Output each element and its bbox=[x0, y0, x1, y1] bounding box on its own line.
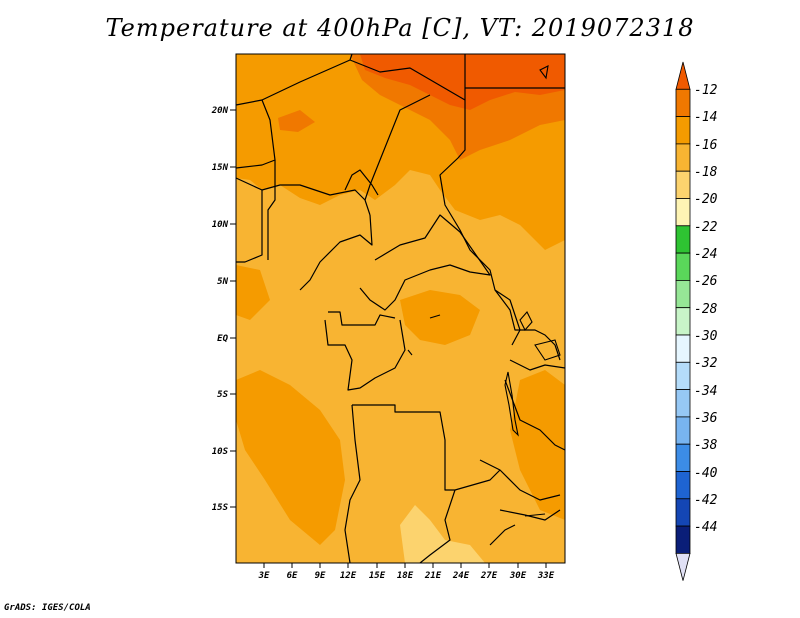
lon-label-9e: 9E bbox=[315, 571, 326, 581]
lon-label-3e: 3E bbox=[258, 571, 270, 581]
lon-label-33e: 33E bbox=[537, 571, 555, 581]
contour-fill--12-north bbox=[360, 54, 565, 110]
colorbar-label-minus44: -44 bbox=[694, 520, 717, 535]
lon-label-27e: 27E bbox=[480, 571, 498, 581]
colorbar-swatch bbox=[675, 225, 691, 254]
colorbar-label-minus24: -24 bbox=[694, 247, 717, 262]
map-panel: 20N 15N 10N 5N EQ 5S 10S 15S 3E 6E 9E bbox=[211, 53, 566, 581]
colorbar-swatch bbox=[675, 170, 691, 199]
colorbar-swatch bbox=[675, 143, 691, 172]
colorbar-label-minus40: -40 bbox=[694, 466, 718, 481]
lat-label-5n: 5N bbox=[217, 277, 228, 287]
colorbar-swatch bbox=[675, 525, 691, 554]
colorbar-swatch bbox=[675, 198, 691, 227]
longitude-labels: 3E 6E 9E 12E 15E 18E 21E 24E 27E 30E 33E bbox=[258, 571, 555, 581]
latitude-axis bbox=[230, 109, 236, 508]
contour-fill--14-northwest bbox=[278, 110, 315, 132]
lon-label-30e: 30E bbox=[509, 571, 527, 581]
colorbar-label-minus34: -34 bbox=[694, 384, 717, 399]
lat-label-20n: 20N bbox=[211, 106, 229, 116]
grads-credit: GrADS: IGES/COLA bbox=[4, 603, 91, 613]
lat-label-10n: 10N bbox=[212, 220, 229, 230]
contour-fill--18-south bbox=[400, 505, 485, 563]
colorbar-swatch bbox=[675, 471, 691, 500]
colorbar-label-minus16: -16 bbox=[694, 138, 718, 153]
lon-label-6e: 6E bbox=[287, 571, 298, 581]
lon-label-21e: 21E bbox=[424, 571, 442, 581]
colorbar-label-minus28: -28 bbox=[694, 302, 718, 317]
colorbar-swatch-top-arrow bbox=[675, 61, 691, 90]
colorbar-swatch bbox=[675, 389, 691, 418]
lon-label-12e: 12E bbox=[340, 571, 357, 581]
colorbar-swatch bbox=[675, 443, 691, 472]
colorbar-swatch bbox=[675, 116, 691, 145]
colorbar-label-minus14: -14 bbox=[694, 110, 717, 125]
colorbar-label-minus36: -36 bbox=[694, 411, 718, 426]
colorbar-label-minus26: -26 bbox=[694, 274, 718, 289]
lat-label-10s: 10S bbox=[212, 447, 229, 457]
colorbar-swatch bbox=[675, 279, 691, 309]
lat-label-eq: EQ bbox=[217, 334, 228, 344]
colorbar-label-minus30: -30 bbox=[694, 329, 718, 344]
latitude-labels: 20N 15N 10N 5N EQ 5S 10S 15S bbox=[211, 106, 229, 513]
contour-fill--16-southwest bbox=[236, 370, 345, 545]
colorbar: -12 -14 -16 -18 -20 -22 -24 -26 -28 -30 … bbox=[675, 61, 718, 581]
colorbar-swatch bbox=[675, 307, 691, 336]
colorbar-label-minus32: -32 bbox=[694, 356, 718, 371]
lon-label-18e: 18E bbox=[397, 571, 414, 581]
colorbar-label-minus18: -18 bbox=[694, 165, 718, 180]
lon-label-15e: 15E bbox=[369, 571, 386, 581]
colorbar-swatch bbox=[675, 88, 691, 118]
contour-fill--16-central bbox=[400, 290, 480, 345]
lat-label-15n: 15N bbox=[212, 163, 229, 173]
colorbar-swatch bbox=[675, 498, 691, 527]
colorbar-label-minus12: -12 bbox=[694, 83, 718, 98]
colorbar-swatch-bottom-arrow bbox=[675, 553, 691, 581]
colorbar-label-minus42: -42 bbox=[694, 493, 718, 508]
colorbar-label-minus22: -22 bbox=[694, 220, 718, 235]
lat-label-15s: 15S bbox=[212, 503, 229, 513]
lon-label-24e: 24E bbox=[452, 571, 470, 581]
lat-label-5s: 5S bbox=[217, 390, 228, 400]
contour-fill--16-east bbox=[510, 370, 565, 520]
colorbar-labels: -12 -14 -16 -18 -20 -22 -24 -26 -28 -30 … bbox=[694, 83, 718, 535]
colorbar-swatch bbox=[675, 334, 691, 363]
map-frame bbox=[235, 53, 566, 564]
colorbar-swatch bbox=[675, 252, 691, 281]
colorbar-swatch bbox=[675, 416, 691, 445]
plot-title: Temperature at 400hPa [C], VT: 201907231… bbox=[105, 14, 695, 42]
lakes bbox=[407, 65, 561, 517]
contour-fill--16-west-coast bbox=[236, 265, 270, 320]
colorbar-swatch bbox=[675, 361, 691, 390]
country-boundaries bbox=[235, 53, 566, 564]
longitude-axis bbox=[263, 563, 547, 568]
colorbar-swatches bbox=[675, 61, 691, 581]
colorbar-label-minus38: -38 bbox=[694, 438, 718, 453]
temperature-field bbox=[236, 54, 565, 563]
colorbar-label-minus20: -20 bbox=[694, 192, 718, 207]
